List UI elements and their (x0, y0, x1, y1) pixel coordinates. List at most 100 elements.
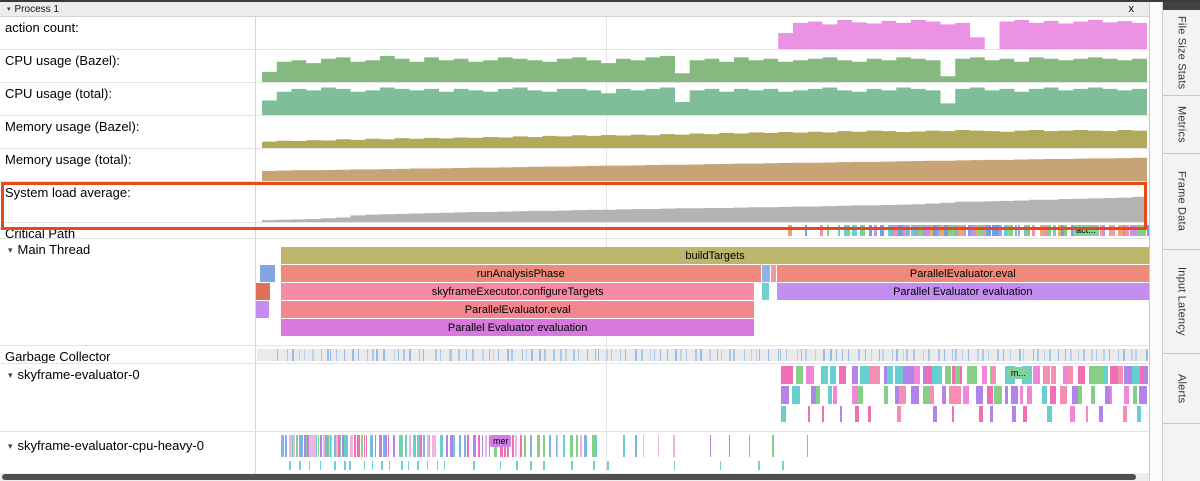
trace-slice[interactable] (329, 349, 332, 361)
trace-slice[interactable] (978, 406, 983, 422)
trace-slice[interactable] (371, 435, 373, 457)
trace-slice[interactable] (344, 435, 347, 457)
trace-slice[interactable] (1098, 406, 1103, 422)
vertical-scrollbar-gutter[interactable] (1150, 2, 1163, 481)
trace-slice[interactable] (543, 435, 545, 457)
trace-slice[interactable] (299, 349, 301, 361)
trace-slice[interactable] (335, 349, 337, 361)
trace-slice[interactable] (1095, 366, 1104, 384)
slice-label-chip[interactable]: mer (489, 435, 512, 447)
trace-slice[interactable] (383, 349, 385, 361)
trace-slice[interactable] (531, 349, 533, 361)
trace-slice[interactable] (895, 366, 905, 384)
trace-slice[interactable] (852, 366, 859, 384)
trace-slice[interactable] (315, 435, 318, 457)
trace-slice[interactable] (335, 435, 338, 457)
trace-slice[interactable] (898, 225, 904, 236)
trace-slice[interactable] (954, 225, 959, 236)
trace-slice[interactable] (986, 386, 993, 404)
trace-slice[interactable] (298, 435, 301, 457)
trace-slice[interactable] (859, 225, 863, 236)
trace-slice[interactable] (319, 461, 322, 470)
trace-slice[interactable] (1077, 366, 1085, 384)
trace-slice[interactable] (830, 366, 836, 384)
trace-slice[interactable] (1032, 349, 1034, 361)
trace-slice[interactable] (482, 349, 484, 361)
trace-slice[interactable] (733, 349, 735, 361)
trace-slice[interactable] (781, 386, 790, 404)
trace-slice[interactable] (1134, 225, 1140, 236)
trace-slice[interactable] (624, 349, 626, 361)
trace-slice[interactable] (906, 349, 908, 361)
trace-slice[interactable] (895, 386, 901, 404)
trace-slice[interactable] (309, 461, 311, 470)
trace-slice[interactable] (923, 225, 930, 236)
trace-slice[interactable] (847, 225, 851, 236)
trace-slice[interactable] (417, 435, 420, 457)
trace-slice[interactable] (282, 435, 285, 457)
trace-slice[interactable] (814, 349, 816, 361)
trace-slice[interactable] (1123, 406, 1127, 422)
trace-slice[interactable] (963, 225, 966, 236)
trace-slice[interactable] (594, 349, 597, 361)
trace-slice[interactable] (994, 386, 1002, 404)
trace-slice[interactable] (401, 461, 403, 470)
trace-slice[interactable] (439, 349, 442, 361)
trace-slice[interactable] (1022, 349, 1025, 361)
trace-slice[interactable] (1124, 225, 1129, 236)
trace-slice[interactable] (1077, 386, 1083, 404)
trace-slice[interactable] (543, 461, 545, 470)
trace-slice[interactable] (1048, 225, 1052, 236)
trace-slice[interactable] (772, 435, 774, 457)
trace-slice[interactable] (1146, 225, 1149, 236)
trace-slice[interactable] (484, 435, 488, 457)
trace-slice[interactable] (928, 349, 931, 361)
trace-slice[interactable] (350, 435, 353, 457)
horizontal-scrollbar[interactable] (0, 473, 1149, 481)
trace-slice[interactable] (653, 349, 655, 361)
flame-bar[interactable] (762, 283, 769, 300)
trace-slice[interactable] (996, 349, 999, 361)
trace-slice[interactable] (700, 349, 702, 361)
trace-slice[interactable] (346, 435, 349, 457)
trace-slice[interactable] (977, 225, 984, 236)
trace-slice[interactable] (1062, 366, 1071, 384)
trace-slice[interactable] (597, 349, 599, 361)
trace-slice[interactable] (440, 435, 443, 457)
trace-slice[interactable] (1009, 349, 1011, 361)
trace-slice[interactable] (785, 349, 788, 361)
trace-slice[interactable] (1143, 366, 1148, 384)
trace-slice[interactable] (743, 349, 745, 361)
cpu-heavy-slices[interactable]: mer (256, 432, 1149, 473)
trace-slice[interactable] (805, 225, 808, 236)
trace-slice[interactable] (882, 349, 884, 361)
trace-slice[interactable] (1139, 386, 1147, 404)
trace-slice[interactable] (819, 225, 823, 236)
trace-slice[interactable] (857, 349, 860, 361)
trace-slice[interactable] (1083, 349, 1085, 361)
trace-slice[interactable] (521, 349, 523, 361)
trace-slice[interactable] (293, 435, 295, 457)
trace-slice[interactable] (327, 349, 329, 361)
trace-slice[interactable] (453, 435, 456, 457)
trace-slice[interactable] (642, 435, 644, 457)
trace-slice[interactable] (841, 349, 844, 361)
trace-slice[interactable] (963, 386, 970, 404)
trace-slice[interactable] (478, 435, 480, 457)
trace-slice[interactable] (880, 225, 885, 236)
trace-slice[interactable] (466, 435, 469, 457)
trace-slice[interactable] (303, 435, 306, 457)
trace-slice[interactable] (611, 349, 613, 361)
trace-slice[interactable] (471, 349, 474, 361)
trace-slice[interactable] (839, 366, 846, 384)
counter-chart-mem-total[interactable] (262, 152, 1147, 181)
trace-slice[interactable] (488, 435, 491, 457)
trace-slice[interactable] (884, 386, 888, 404)
trace-slice[interactable] (552, 349, 555, 361)
trace-slice[interactable] (295, 435, 299, 457)
trace-slice[interactable] (1047, 406, 1053, 422)
trace-slice[interactable] (977, 349, 979, 361)
flame-bar[interactable] (256, 301, 269, 318)
trace-slice[interactable] (426, 461, 429, 470)
trace-slice[interactable] (427, 435, 429, 457)
